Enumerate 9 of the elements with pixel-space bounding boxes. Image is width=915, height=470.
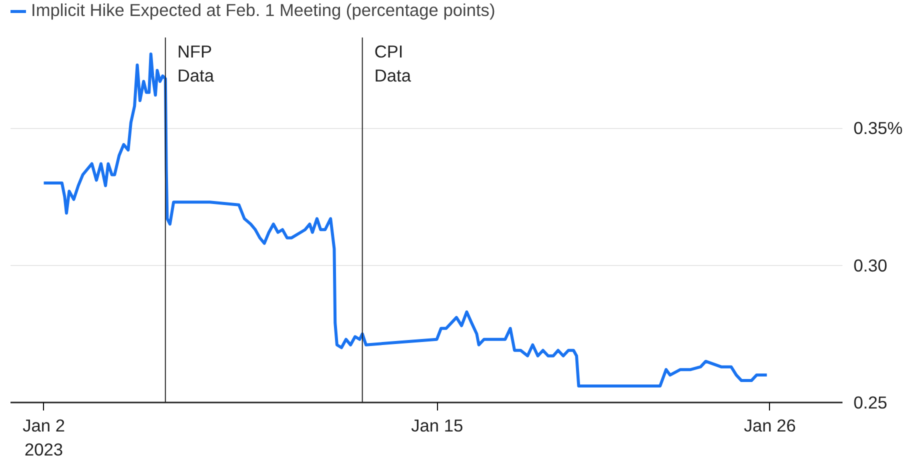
x-tick-label: Jan 15 xyxy=(411,416,464,436)
x-tick-label: Jan 2 2023 xyxy=(22,416,65,460)
y-tick-label: 0.25 xyxy=(854,392,888,412)
ref-line-label: CPI Data xyxy=(374,42,412,86)
y-tick-label: 0.35% xyxy=(854,118,903,138)
y-tick-label: 0.30 xyxy=(854,255,888,276)
ref-line-label: NFP Data xyxy=(177,42,214,86)
legend-label: Implicit Hike Expected at Feb. 1 Meeting (percentage points) xyxy=(31,0,496,21)
x-tick-label: Jan 26 xyxy=(744,416,796,436)
